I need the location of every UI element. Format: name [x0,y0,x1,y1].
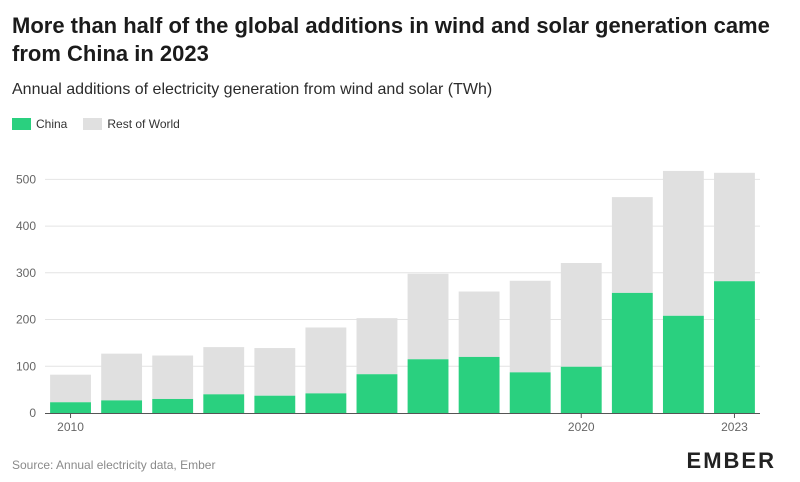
bar-rest-of-world-2015 [305,327,347,394]
bar-china-2018 [458,356,500,413]
bar-chart: 0 100 200 300 400 500 2010 2020 2023 [16,170,760,434]
bar-rest-of-world-2017 [407,273,449,360]
y-tick-label-400: 400 [16,219,36,233]
source-note: Source: Annual electricity data, Ember [12,458,216,472]
bar-rest-of-world-2014 [254,348,296,396]
bar-rest-of-world-2010 [50,374,91,403]
bar-rest-of-world-2021 [611,197,653,293]
y-tick-label-200: 200 [16,313,36,327]
legend-label-rest-of-world: Rest of World [107,117,180,131]
bar-rest-of-world-2018 [458,291,500,357]
legend-item-china: China [12,117,67,131]
bar-china-2015 [305,393,347,413]
chart-title: More than half of the global additions i… [12,13,770,66]
bar-china-2019 [509,372,551,413]
bar-rest-of-world-2012 [152,355,194,399]
x-tick-label-2010: 2010 [57,420,84,434]
legend-item-rest-of-world: Rest of World [83,117,180,131]
bar-china-2011 [101,400,143,413]
bar-rest-of-world-2019 [509,280,551,373]
legend-swatch-china [12,118,31,130]
y-tick-label-100: 100 [16,359,36,373]
x-tick-label-2020: 2020 [568,420,595,434]
bar-rest-of-world-2016 [356,318,398,375]
bar-china-2016 [356,374,398,413]
bar-china-2010 [50,402,91,413]
y-tick-label-300: 300 [16,266,36,280]
legend: China Rest of World [12,117,196,131]
x-tick-label-2023: 2023 [721,420,748,434]
ember-logo: EMBER [687,448,776,474]
bar-rest-of-world-2011 [101,353,143,401]
logo-text: EMBER [686,448,776,473]
bar-china-2014 [254,395,296,413]
bar-china-2017 [407,359,449,413]
bar-rest-of-world-2022 [662,170,704,316]
bar-china-2013 [203,394,245,413]
bar-china-2023 [714,281,755,413]
legend-swatch-rest-of-world [83,118,103,130]
bar-rest-of-world-2023 [714,172,755,282]
bar-rest-of-world-2020 [560,262,602,367]
bar-china-2021 [611,292,653,413]
bar-rest-of-world-2013 [203,347,245,395]
bar-china-2020 [560,366,602,413]
bar-china-2012 [152,398,194,413]
legend-label-china: China [36,117,68,131]
chart-subtitle: Annual additions of electricity generati… [12,81,493,98]
bar-china-2022 [662,315,704,413]
y-tick-label-500: 500 [16,172,36,186]
y-tick-label-0: 0 [29,406,36,420]
